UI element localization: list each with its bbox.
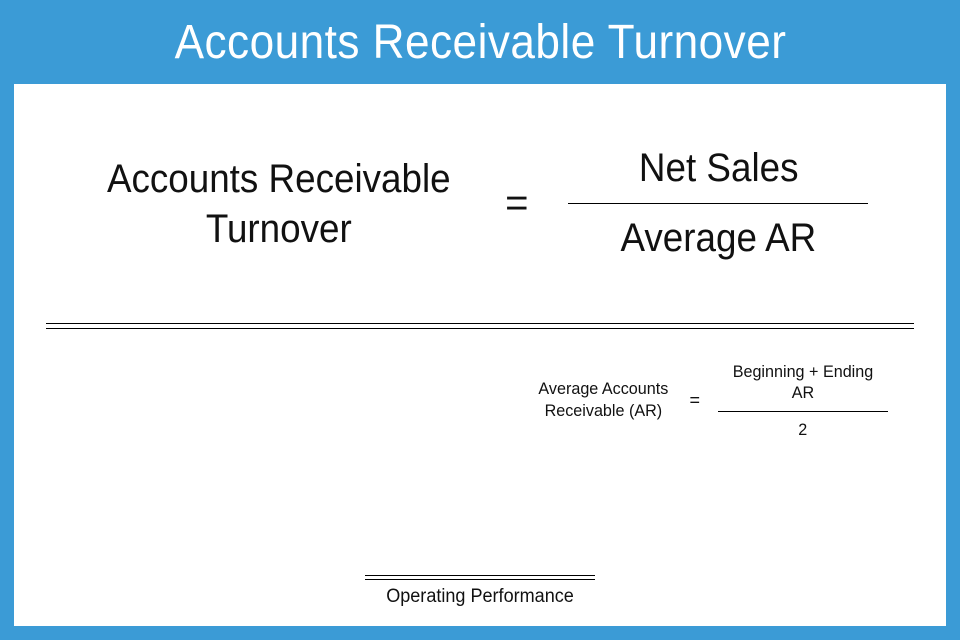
secondary-equation: Average Accounts Receivable (AR) = Begin… xyxy=(42,359,918,442)
main-equation-lhs: Accounts Receivable Turnover xyxy=(106,154,450,254)
slide-frame: Accounts Receivable Turnover Accounts Re… xyxy=(0,0,960,640)
content-area: Accounts Receivable Turnover = Net Sales… xyxy=(14,84,946,626)
main-equation-fraction-bar xyxy=(568,203,868,204)
footer-double-rule xyxy=(365,575,595,580)
footer-label-text: Operating Performance xyxy=(371,586,590,608)
secondary-equation-numerator: Beginning + Ending AR xyxy=(723,359,883,406)
main-equation-numerator: Net Sales xyxy=(620,140,816,197)
main-equation: Accounts Receivable Turnover = Net Sales… xyxy=(42,140,918,267)
secondary-equation-equals: = xyxy=(689,390,700,411)
slide-title: Accounts Receivable Turnover xyxy=(174,15,786,70)
main-equation-equals: = xyxy=(505,181,528,226)
secondary-equation-lhs: Average Accounts Receivable (AR) xyxy=(538,378,668,422)
secondary-equation-denominator: 2 xyxy=(789,417,817,442)
secondary-equation-fraction-bar xyxy=(718,411,888,412)
secondary-equation-fraction: Beginning + Ending AR 2 xyxy=(718,359,888,442)
title-bar: Accounts Receivable Turnover xyxy=(14,0,946,84)
main-equation-denominator: Average AR xyxy=(602,210,835,267)
double-rule-divider xyxy=(46,323,914,329)
footer-label: Operating Performance xyxy=(365,575,595,608)
main-equation-fraction: Net Sales Average AR xyxy=(568,140,868,267)
